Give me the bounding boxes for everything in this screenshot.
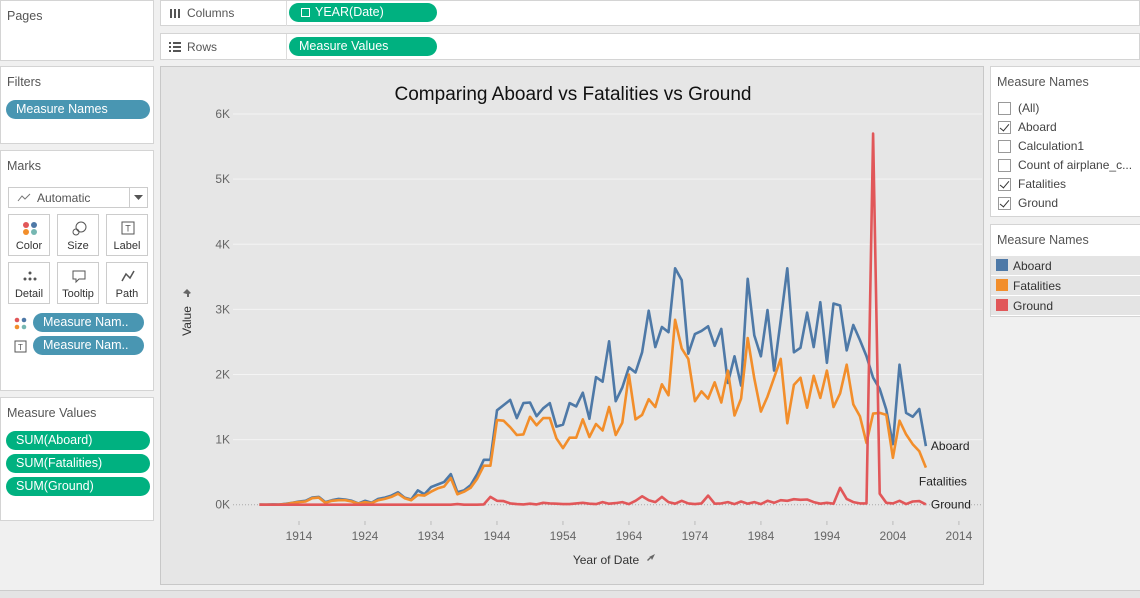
measure-values-title: Measure Values: [7, 406, 97, 420]
filter-item-label: Ground: [1018, 196, 1059, 210]
mark-button[interactable]: Size: [57, 214, 99, 256]
svg-text:T: T: [18, 343, 23, 352]
mark-button[interactable]: Path: [106, 262, 148, 304]
filter-item-label: Fatalities: [1018, 177, 1067, 191]
checkbox[interactable]: [998, 159, 1011, 172]
checkbox[interactable]: [998, 197, 1011, 210]
legend-card: Measure Names Aboard Fatalities Ground: [990, 224, 1140, 317]
x-tick-label: 1944: [484, 529, 511, 543]
end-label: Fatalities: [919, 475, 967, 489]
columns-icon: [170, 9, 180, 18]
y-tick-label: 0K: [215, 498, 230, 512]
x-tick-label: 1954: [550, 529, 577, 543]
mark-type-label: Automatic: [37, 191, 91, 205]
y-tick-label: 1K: [215, 433, 230, 447]
x-tick-label: 1984: [748, 529, 775, 543]
mark-button[interactable]: Detail: [8, 262, 50, 304]
filter-pill[interactable]: Measure Names: [6, 100, 150, 119]
mark-pill[interactable]: Measure Nam..: [33, 336, 144, 355]
y-axis-title: Value: [180, 306, 194, 336]
mark-type-dropdown[interactable]: Automatic: [8, 187, 148, 208]
checkbox[interactable]: [998, 140, 1011, 153]
checkbox[interactable]: [998, 102, 1011, 115]
columns-shelf: Columns YEAR(Date): [160, 0, 1140, 26]
legend-label: Aboard: [1013, 259, 1052, 273]
checkbox[interactable]: [998, 178, 1011, 191]
end-label: Ground: [931, 497, 971, 511]
legend-title: Measure Names: [997, 233, 1089, 247]
legend-row[interactable]: [991, 296, 1140, 315]
measure-values-card: Measure Values SUM(Aboard) SUM(Fatalities)…: [0, 397, 154, 521]
legend-swatch: [996, 279, 1008, 291]
checkbox[interactable]: [998, 121, 1011, 134]
rows-icon: [169, 42, 181, 52]
svg-text:T: T: [125, 224, 131, 234]
measure-pill[interactable]: SUM(Aboard): [6, 431, 150, 450]
measure-pill[interactable]: SUM(Ground): [6, 477, 150, 496]
legend-row[interactable]: [991, 256, 1140, 275]
mark-button[interactable]: T Label: [106, 214, 148, 256]
legend-swatch: [996, 299, 1008, 311]
mark-button-label: Label: [113, 240, 141, 252]
filter-item-label: Calculation1: [1018, 139, 1085, 153]
rows-shelf: Rows Measure Values: [160, 33, 1140, 60]
legend-swatch: [996, 259, 1008, 271]
marks-card: Marks Automatic Color Size T Label Detail Too…: [0, 150, 154, 391]
mark-pill[interactable]: Measure Nam..: [33, 313, 144, 332]
rows-label: Rows: [187, 40, 218, 54]
x-tick-label: 1964: [616, 529, 643, 543]
filters-title: Filters: [7, 75, 42, 89]
mark-button[interactable]: Color: [8, 214, 50, 256]
measure-pill[interactable]: SUM(Fatalities): [6, 454, 150, 473]
series-line: [259, 267, 928, 506]
mark-button-label: Color: [15, 240, 43, 252]
pill-icon: [14, 317, 27, 333]
pages-card: Pages: [0, 0, 154, 61]
filter-card: Measure Names (All) Aboard Calculation1 Coun…: [990, 66, 1140, 217]
rows-pill[interactable]: Measure Values: [289, 37, 437, 56]
chart-title: Comparing Aboard vs Fatalities vs Ground: [395, 84, 752, 105]
pin-icon: [647, 554, 655, 561]
x-axis-title: Year of Date: [573, 553, 640, 567]
x-tick-label: 2004: [880, 529, 907, 543]
mark-button-label: Path: [115, 288, 139, 300]
filters-card: Filters Measure Names: [0, 66, 154, 144]
series-line: [259, 318, 928, 506]
filter-card-title: Measure Names: [997, 75, 1089, 89]
y-tick-label: 3K: [215, 302, 230, 316]
pages-title: Pages: [7, 9, 43, 23]
chart: Comparing Aboard vs Fatalities vs Ground…: [180, 84, 982, 567]
pin-icon: [183, 289, 191, 297]
end-label: Aboard: [931, 439, 970, 453]
x-tick-label: 1974: [682, 529, 709, 543]
filter-item-label: Count of airplane_c...: [1018, 158, 1133, 172]
legend-row[interactable]: [991, 276, 1140, 295]
x-tick-label: 1934: [418, 529, 445, 543]
y-tick-label: 2K: [215, 367, 230, 381]
mark-button-label: Tooltip: [62, 288, 94, 300]
x-tick-label: 1924: [352, 529, 379, 543]
worksheet: Comparing Aboard vs Fatalities vs Ground…: [160, 66, 984, 585]
mark-button-label: Size: [67, 240, 89, 252]
marks-title: Marks: [7, 159, 42, 173]
x-tick-label: 1914: [286, 529, 313, 543]
x-tick-label: 1994: [814, 529, 841, 543]
y-tick-label: 4K: [215, 237, 230, 251]
legend-label: Ground: [1013, 299, 1054, 313]
y-tick-label: 5K: [215, 172, 230, 186]
pill-icon: T: [14, 340, 27, 356]
filter-item-label: Aboard: [1018, 120, 1057, 134]
series-line: [259, 132, 927, 506]
columns-pill[interactable]: YEAR(Date): [289, 3, 437, 22]
legend-label: Fatalities: [1013, 279, 1062, 293]
mark-button-label: Detail: [14, 288, 44, 300]
x-tick-label: 2014: [946, 529, 973, 543]
sheet-tabs: [0, 590, 1140, 598]
mark-button[interactable]: Tooltip: [57, 262, 99, 304]
filter-item-label: (All): [1018, 101, 1040, 115]
y-tick-label: 6K: [215, 107, 230, 121]
columns-label: Columns: [187, 6, 235, 20]
